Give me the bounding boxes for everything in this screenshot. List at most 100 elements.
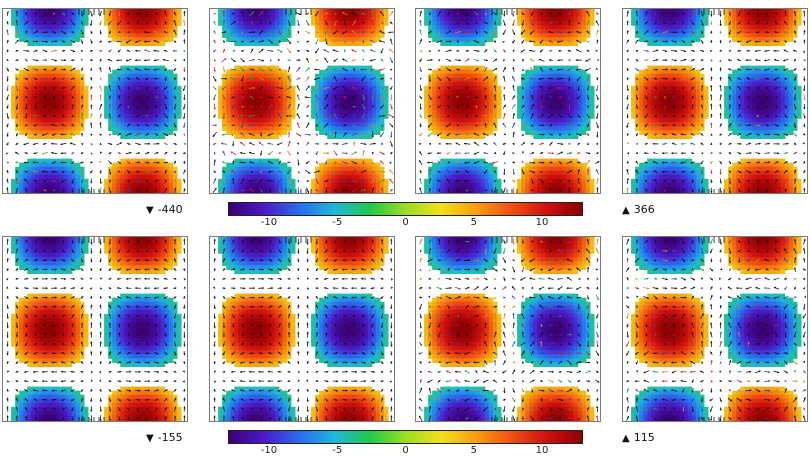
- vorticity-cell: [380, 25, 385, 30]
- vorticity-cell: [128, 33, 133, 38]
- vorticity-cell: [497, 110, 502, 115]
- vorticity-cell: [108, 82, 113, 87]
- vorticity-cell: [440, 70, 445, 75]
- vorticity-cell: [319, 130, 324, 135]
- vorticity-cell: [254, 179, 259, 184]
- vorticity-cell: [364, 90, 369, 95]
- vorticity-cell: [140, 90, 145, 95]
- vorticity-cell: [469, 37, 474, 42]
- vorticity-cell: [570, 82, 575, 87]
- vorticity-cell: [477, 102, 482, 107]
- vorticity-cell: [254, 17, 259, 22]
- vorticity-cell: [27, 106, 32, 111]
- vorticity-cell: [242, 175, 247, 180]
- vorticity-cell: [562, 21, 567, 26]
- vorticity-cell: [477, 70, 482, 75]
- vorticity-cell: [120, 9, 125, 14]
- vorticity-cell: [27, 110, 32, 115]
- vorticity-cell: [481, 9, 486, 14]
- vorticity-cell: [68, 114, 73, 119]
- vorticity-cell: [323, 187, 328, 192]
- vorticity-cell: [271, 126, 276, 131]
- vorticity-cell: [347, 159, 352, 164]
- vorticity-cell: [271, 21, 276, 26]
- vorticity-cell: [424, 17, 429, 22]
- vorticity-cell: [319, 74, 324, 79]
- vorticity-cell: [60, 33, 65, 38]
- vorticity-cell: [263, 86, 268, 91]
- vorticity-cell: [570, 94, 575, 99]
- vorticity-cell: [254, 78, 259, 83]
- velocity-arrowhead: [61, 152, 63, 154]
- vorticity-cell: [368, 82, 373, 87]
- velocity-arrowhead: [297, 41, 299, 43]
- vorticity-cell: [112, 126, 117, 131]
- vorticity-cell: [149, 70, 154, 75]
- vorticity-cell: [76, 126, 81, 131]
- vorticity-cell: [428, 74, 433, 79]
- vorticity-cell: [477, 17, 482, 22]
- vorticity-cell: [47, 106, 52, 111]
- vorticity-cell: [11, 183, 16, 188]
- vorticity-cell: [222, 175, 227, 180]
- vorticity-cell: [124, 37, 129, 42]
- vorticity-cell: [52, 167, 57, 172]
- vorticity-cell: [246, 70, 251, 75]
- vorticity-cell: [460, 41, 465, 46]
- vorticity-cell: [140, 167, 145, 172]
- vorticity-cell: [448, 98, 453, 103]
- vorticity-cell: [368, 163, 373, 168]
- vorticity-cell: [11, 94, 16, 99]
- vorticity-cell: [47, 29, 52, 34]
- vorticity-cell: [68, 171, 73, 176]
- vorticity-cell: [481, 106, 486, 111]
- vorticity-cell: [339, 98, 344, 103]
- vorticity-cell: [335, 33, 340, 38]
- velocity-arrowhead: [232, 144, 234, 146]
- vorticity-cell: [347, 106, 352, 111]
- vorticity-cell: [136, 98, 141, 103]
- vorticity-cell: [347, 134, 352, 139]
- vorticity-cell: [19, 94, 24, 99]
- vorticity-cell: [335, 122, 340, 127]
- vorticity-cell: [254, 21, 259, 26]
- vorticity-cell: [517, 94, 522, 99]
- vorticity-cell: [31, 183, 36, 188]
- vorticity-cell: [222, 102, 227, 107]
- vorticity-cell: [157, 110, 162, 115]
- vorticity-cell: [52, 191, 57, 194]
- vorticity-cell: [246, 21, 251, 26]
- vorticity-cell: [582, 13, 587, 18]
- vorticity-cell: [287, 17, 292, 22]
- vorticity-cell: [254, 33, 259, 38]
- vorticity-cell: [432, 29, 437, 34]
- vorticity-cell: [590, 17, 595, 22]
- vorticity-cell: [149, 187, 154, 192]
- vorticity-cell: [364, 118, 369, 123]
- vorticity-cell: [582, 29, 587, 34]
- vorticity-cell: [364, 17, 369, 22]
- vorticity-cell: [35, 126, 40, 131]
- velocity-arrowhead: [72, 59, 74, 61]
- vorticity-cell: [275, 17, 280, 22]
- vorticity-cell: [428, 118, 433, 123]
- vorticity-cell: [319, 90, 324, 95]
- vorticity-cell: [76, 167, 81, 172]
- vorticity-cell: [529, 74, 534, 79]
- vorticity-cell: [157, 106, 162, 111]
- vorticity-cell: [343, 90, 348, 95]
- vorticity-cell: [19, 33, 24, 38]
- vorticity-cell: [132, 130, 137, 135]
- vorticity-cell: [120, 29, 125, 34]
- vorticity-cell: [497, 13, 502, 18]
- vorticity-cell: [339, 171, 344, 176]
- vorticity-cell: [319, 37, 324, 42]
- vorticity-cell: [279, 17, 284, 22]
- vorticity-cell: [283, 17, 288, 22]
- vorticity-cell: [39, 13, 44, 18]
- vorticity-cell: [570, 78, 575, 83]
- vorticity-cell: [112, 37, 117, 42]
- vorticity-cell: [104, 110, 109, 115]
- vorticity-cell: [533, 21, 538, 26]
- vorticity-cell: [246, 9, 251, 14]
